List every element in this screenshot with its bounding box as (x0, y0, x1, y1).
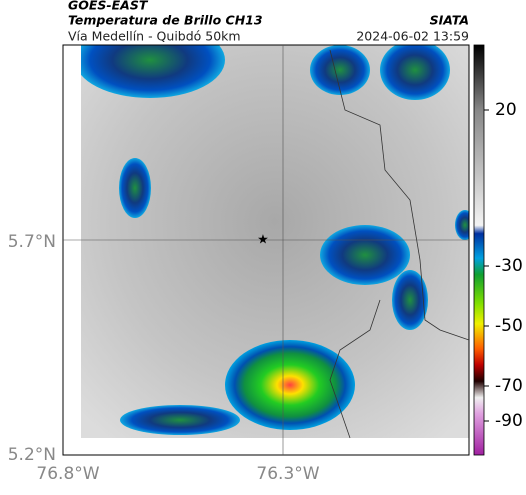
colorbar-tick-label: -70 (495, 376, 523, 396)
lat-label: 5.7°N (8, 232, 56, 252)
lat-label: 5.2°N (8, 445, 56, 465)
map-frame (62, 44, 470, 456)
product: Temperatura de Brillo CH13 (68, 13, 263, 28)
timestamp: 2024-06-02 13:59 (356, 29, 469, 44)
colorbar-tick-label: 20 (495, 100, 517, 120)
city-marker: ★ (257, 233, 269, 248)
satellite: GOES-EAST (68, 0, 149, 13)
lon-label: 76.8°W (36, 464, 99, 484)
colorbar-tick-label: -30 (495, 256, 523, 276)
borders (329, 49, 470, 439)
colorbar-tick-label: -50 (495, 316, 523, 336)
colorbar-tick-label: -90 (495, 411, 523, 431)
colorbar-ticks: 20 -30 -50 -70 -90 (484, 100, 523, 431)
brand: SIATA (430, 13, 469, 28)
satellite-image (81, 45, 469, 438)
region: Vía Medellín - Quibdó 50km (68, 29, 241, 44)
colorbar (473, 44, 485, 456)
lon-label: 76.3°W (256, 464, 319, 484)
